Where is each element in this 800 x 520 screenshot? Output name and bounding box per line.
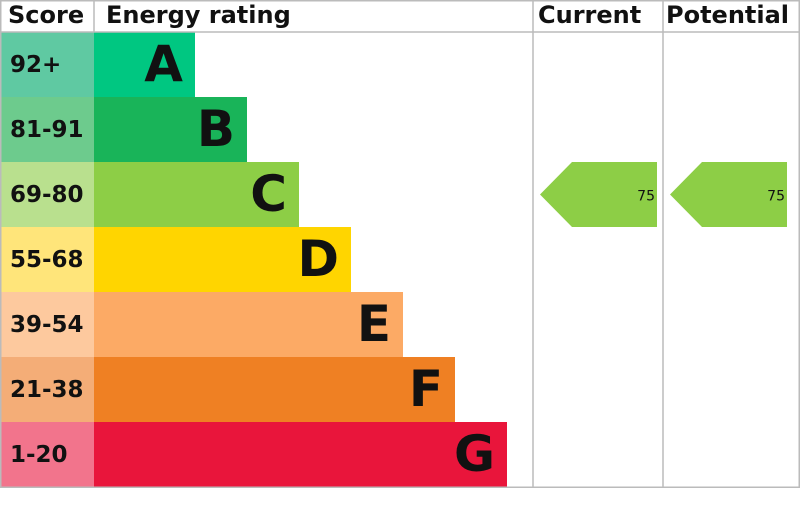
potential-value: 75 <box>767 189 785 205</box>
rating-letter: D <box>297 230 339 288</box>
current-value: 75 <box>637 189 655 205</box>
score-cell <box>0 162 94 227</box>
current-header: Current <box>538 1 641 29</box>
score-label: 39-54 <box>10 312 84 338</box>
score-cell <box>0 422 94 487</box>
rating-letter: F <box>409 360 443 418</box>
potential-header: Potential <box>666 1 789 29</box>
score-cell <box>0 97 94 162</box>
score-label: 81-91 <box>10 117 84 143</box>
score-label: 69-80 <box>10 182 84 208</box>
rating-bar <box>94 97 247 162</box>
rating-letter: A <box>144 35 183 93</box>
border <box>0 0 800 488</box>
score-label: 55-68 <box>10 247 84 273</box>
score-label: 1-20 <box>10 442 68 468</box>
rating-bar <box>94 422 507 487</box>
rating-bar <box>94 292 403 357</box>
score-label: 92+ <box>10 52 61 78</box>
rating-letter: C <box>250 165 287 223</box>
rating-letter: E <box>357 295 391 353</box>
score-header: Score <box>8 1 84 29</box>
rating-bar <box>94 32 195 97</box>
rating-letter: B <box>197 100 235 158</box>
rating-bar <box>94 357 455 422</box>
rows: 92+ A 81-91 B 69-80 C 55-68 D 39-54 E 21-38 F 1-20 G <box>0 32 507 487</box>
rating-letter: G <box>454 425 495 483</box>
rules <box>0 0 800 488</box>
current-arrow <box>540 162 657 227</box>
rating-header: Energy rating <box>106 1 291 29</box>
score-cell <box>0 357 94 422</box>
rating-bar <box>94 162 299 227</box>
score-cell <box>0 32 94 97</box>
potential-arrow <box>670 162 787 227</box>
score-cell <box>0 227 94 292</box>
score-label: 21-38 <box>10 377 84 403</box>
rating-bar <box>94 227 351 292</box>
score-cell <box>0 292 94 357</box>
